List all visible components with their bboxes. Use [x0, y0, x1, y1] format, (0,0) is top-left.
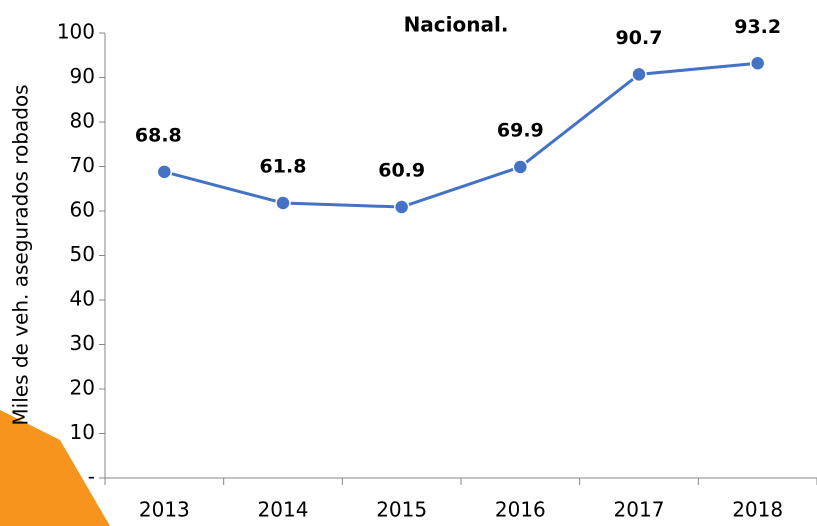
marker [631, 66, 647, 83]
y-tick-label: 50 [70, 242, 95, 266]
data-label: 60.9 [378, 159, 425, 181]
y-tick-label: 60 [70, 198, 95, 222]
chart-title: Nacional. [404, 13, 509, 37]
marker [512, 159, 529, 175]
y-tick-label: 80 [70, 109, 95, 133]
x-tick-label: 2013 [139, 498, 190, 522]
line [163, 61, 758, 209]
marker [749, 55, 766, 72]
data-label: 90.7 [616, 27, 663, 49]
marker [275, 195, 291, 211]
x-tick-label: 2014 [258, 498, 309, 522]
x-tick-label: 2018 [732, 498, 783, 522]
data-label: 68.8 [135, 124, 182, 146]
y-tick-label: 70 [70, 153, 95, 177]
data-label: 93.2 [734, 16, 781, 38]
decor-triangle [0, 410, 110, 526]
y-tick-label: 20 [70, 376, 95, 400]
x-tick-label: 2017 [614, 498, 665, 522]
x-tick-label: 2015 [376, 498, 427, 522]
marker [393, 199, 410, 215]
data-label: 69.9 [497, 119, 544, 141]
y-axis-label: Miles de veh. asegurados robados [9, 84, 33, 425]
y-tick-label: 40 [70, 287, 95, 311]
y-tick-label: 10 [70, 420, 95, 444]
y-tick-label: 30 [70, 331, 95, 355]
y-tick-label: 90 [70, 64, 95, 88]
x-tick-label: 2016 [495, 498, 546, 522]
data-label: 61.8 [260, 155, 307, 177]
y-tick-label: 100 [57, 20, 95, 44]
y-tick-label: - [88, 465, 95, 489]
marker [156, 164, 173, 180]
